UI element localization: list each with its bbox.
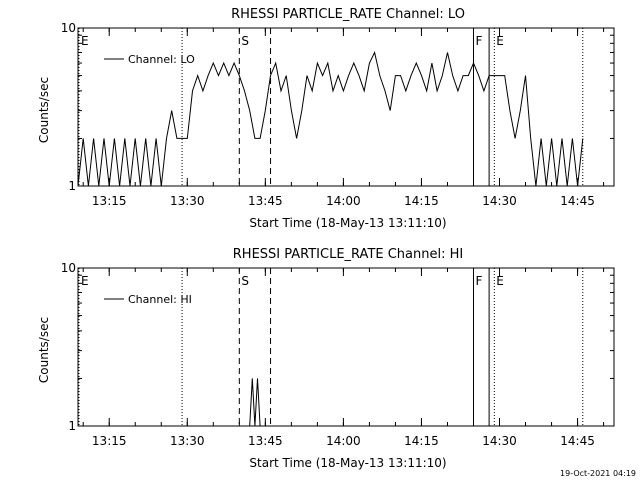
event-marker-label: S <box>241 34 249 48</box>
event-marker-label: E <box>496 274 504 288</box>
event-marker-label: S <box>241 274 249 288</box>
x-tick-label: 14:00 <box>326 434 361 448</box>
event-marker-label: E <box>81 34 89 48</box>
x-tick-label: 14:30 <box>482 434 517 448</box>
y-tick-label: 10 <box>61 261 76 275</box>
y-tick-label: 1 <box>68 179 76 193</box>
chart-title: RHESSI PARTICLE_RATE Channel: HI <box>233 247 463 262</box>
panel-hi: RHESSI PARTICLE_RATE Channel: HI Start T… <box>37 247 615 470</box>
x-tick-label: 13:30 <box>170 434 205 448</box>
x-tick-label: 14:15 <box>404 434 439 448</box>
series-line <box>77 51 584 187</box>
x-tick-label: 14:00 <box>326 194 361 208</box>
x-axis-label: Start Time (18-May-13 13:11:10) <box>249 456 446 470</box>
chart-title: RHESSI PARTICLE_RATE Channel: LO <box>231 7 465 22</box>
event-marker-label: E <box>496 34 504 48</box>
generation-timestamp: 19-Oct-2021 04:19 <box>560 469 636 478</box>
plot-frame <box>77 267 615 427</box>
x-tick-label: 14:30 <box>482 194 517 208</box>
x-tick-label: 14:15 <box>404 194 439 208</box>
x-tick-label: 13:30 <box>170 194 205 208</box>
x-axis-label: Start Time (18-May-13 13:11:10) <box>249 216 446 230</box>
x-tick-label: 13:45 <box>248 194 283 208</box>
x-tick-label: 14:45 <box>560 194 595 208</box>
y-axis-label: Counts/sec <box>37 317 51 383</box>
x-tick-label: 13:15 <box>92 194 127 208</box>
y-axis-label: Counts/sec <box>37 77 51 143</box>
y-tick-label: 10 <box>61 21 76 35</box>
y-tick-label: 1 <box>68 419 76 433</box>
x-tick-label: 13:15 <box>92 434 127 448</box>
x-tick-label: 14:45 <box>560 434 595 448</box>
event-marker-label: F <box>475 274 482 288</box>
x-tick-label: 13:45 <box>248 434 283 448</box>
series-line <box>249 378 261 427</box>
plot-frame <box>77 27 615 187</box>
legend-label: Channel: LO <box>128 53 195 66</box>
event-marker-label: E <box>81 274 89 288</box>
legend-label: Channel: HI <box>128 293 192 306</box>
event-marker-label: F <box>475 34 482 48</box>
panel-lo: RHESSI PARTICLE_RATE Channel: LO Start T… <box>37 7 615 230</box>
